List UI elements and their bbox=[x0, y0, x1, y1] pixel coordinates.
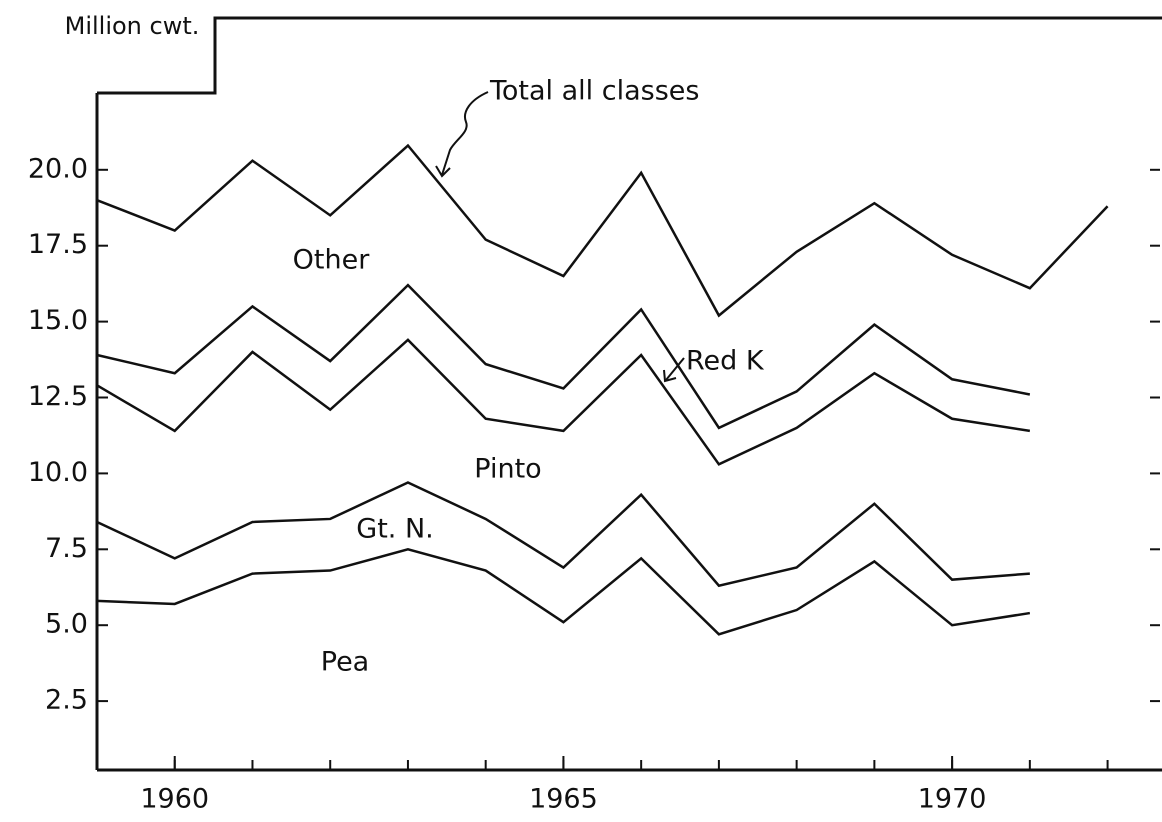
total-arrow bbox=[441, 91, 489, 176]
y-tick-label: 15.0 bbox=[28, 305, 88, 336]
redk-arrowhead bbox=[663, 369, 677, 383]
total-arrowhead bbox=[435, 165, 451, 178]
y-tick-label: 5.0 bbox=[45, 609, 88, 640]
frame bbox=[95, 16, 1162, 772]
series-line bbox=[96, 283, 1031, 430]
y-tick-label: 2.5 bbox=[45, 685, 88, 716]
series-line bbox=[96, 338, 1031, 466]
series-line bbox=[96, 481, 1030, 588]
series-line bbox=[96, 143, 1109, 318]
x-tick-label: 1965 bbox=[529, 784, 598, 815]
top-frame bbox=[97, 16, 1162, 95]
series-label: Red K bbox=[686, 346, 765, 377]
series-line bbox=[96, 548, 1031, 636]
region-label: Other bbox=[293, 245, 371, 276]
y-tick-label: 10.0 bbox=[28, 457, 88, 488]
y-tick-label: 17.5 bbox=[28, 229, 88, 260]
x-tick-label: 1960 bbox=[140, 784, 209, 815]
y-tick-label: 7.5 bbox=[45, 533, 88, 564]
y-tick-label: 12.5 bbox=[28, 381, 88, 412]
y-tick-label: 20.0 bbox=[28, 153, 88, 184]
x-tick-label: 1970 bbox=[918, 784, 987, 815]
redk-arrow bbox=[665, 357, 685, 381]
series-label: Gt. N. bbox=[356, 514, 433, 545]
series-label: Pea bbox=[321, 647, 369, 678]
series-label: Total all classes bbox=[489, 76, 699, 107]
series-label: Pinto bbox=[474, 454, 541, 485]
y-axis-label: Million cwt. bbox=[64, 12, 200, 40]
